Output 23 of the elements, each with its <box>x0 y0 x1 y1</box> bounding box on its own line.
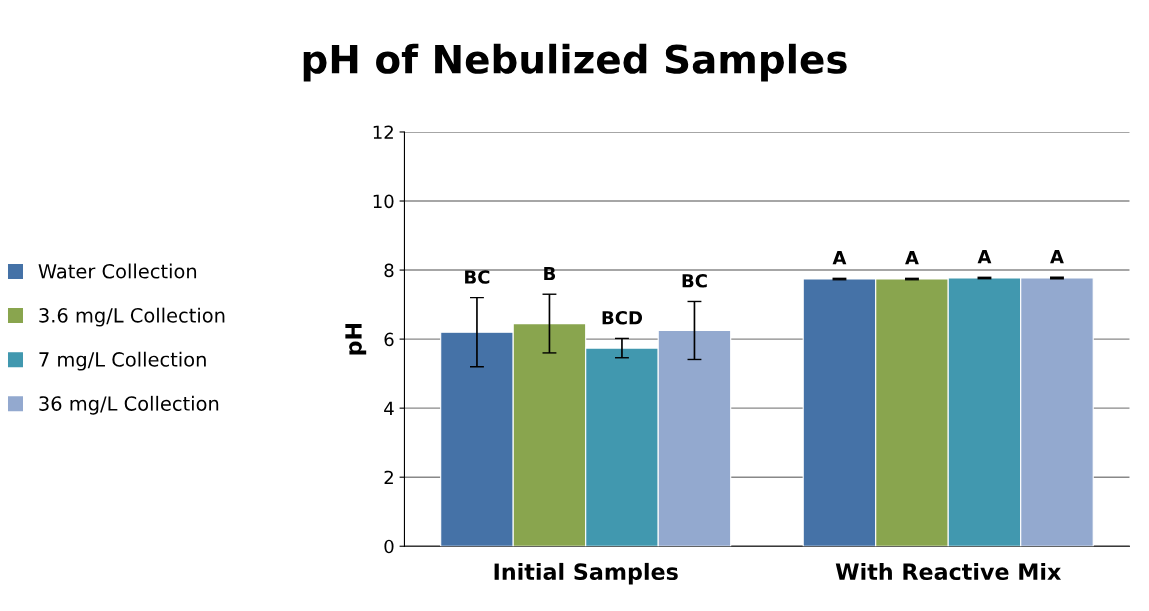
data-label: BCD <box>602 310 643 325</box>
y-tick-label: 10 <box>373 194 394 209</box>
y-axis-title: pH <box>345 323 367 355</box>
legend-label: 36 mg/L Collection <box>39 395 219 415</box>
legend-label: Water Collection <box>38 263 197 279</box>
chart-title: pH of Nebulized Samples <box>303 43 847 82</box>
data-label: BC <box>682 273 707 288</box>
x-tick-label: With Reactive Mix <box>835 562 1061 581</box>
data-label: B <box>544 266 556 281</box>
y-tick-label: 6 <box>384 332 394 347</box>
x-tick-label: Initial Samples <box>494 562 678 585</box>
legend-label: 7 mg/L Collection <box>39 351 206 371</box>
data-label: A <box>977 250 992 264</box>
data-label: BC <box>465 270 490 284</box>
legend-label: 3.6 mg/L Collection <box>39 307 225 327</box>
y-tick-label: 4 <box>384 401 394 416</box>
y-tick-label: 12 <box>373 125 393 139</box>
data-label: A <box>832 251 847 265</box>
y-tick-label: 8 <box>384 263 394 278</box>
data-label: A <box>1050 250 1064 264</box>
y-tick-label: 0 <box>384 539 394 554</box>
y-tick-label: 2 <box>384 470 393 485</box>
data-label: A <box>905 251 919 265</box>
